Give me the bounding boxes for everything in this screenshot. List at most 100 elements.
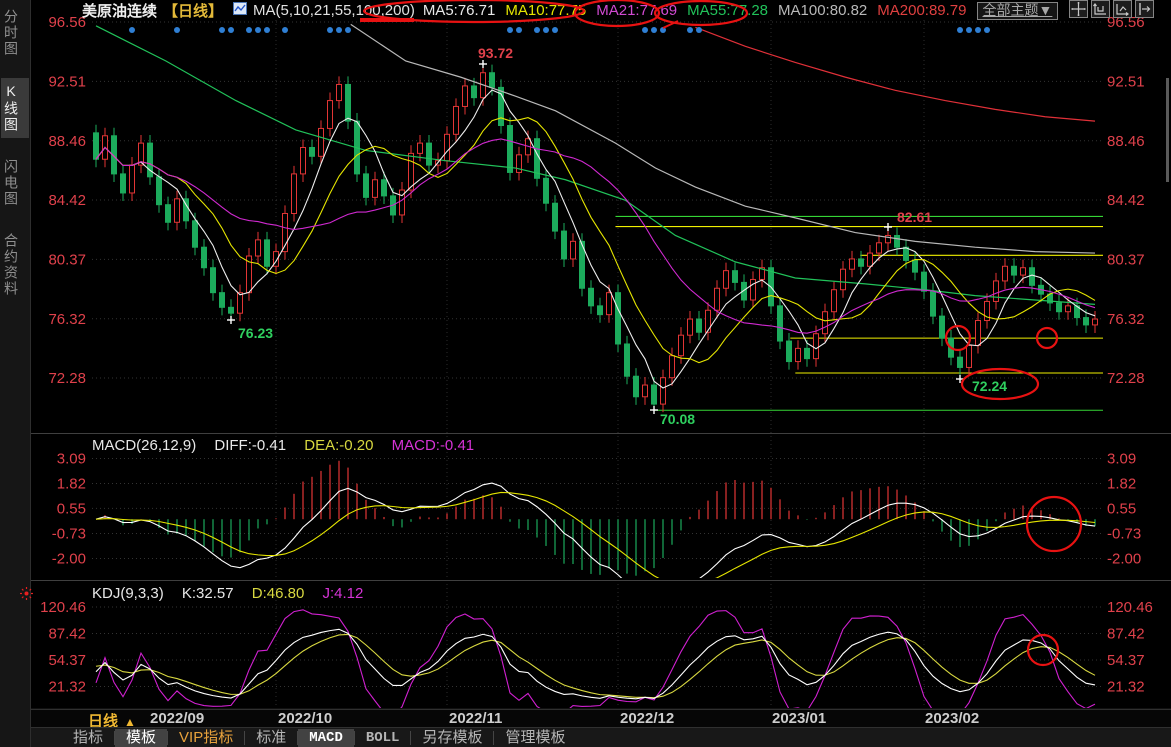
right-scrollbar[interactable] — [1166, 78, 1169, 182]
signal-dot — [282, 27, 288, 33]
sidebar-tab-kline-chart[interactable]: K线图 — [1, 78, 29, 138]
move-tool-icon[interactable] — [1069, 0, 1089, 18]
chart-header: 美原油连续 【日线】 MA(5,10,21,55,100,200) MA5:76… — [30, 0, 1171, 21]
kdj-indicator-title: KDJ(9,3,3) K:32.57 D:46.80 J:4.12 — [92, 585, 377, 602]
kdj-axis-label-left: 21.32 — [48, 679, 86, 696]
toolbar-item-save-template[interactable]: 另存模板 — [422, 729, 483, 746]
toolbar-separator — [297, 731, 299, 745]
sidebar-tab-contract-info[interactable]: 合约资料 — [3, 233, 19, 297]
k-line — [95, 628, 1096, 700]
toolbar-item-indicator[interactable]: 指标 — [73, 729, 104, 746]
toolbar-item-template[interactable]: 模板 — [115, 729, 168, 747]
macd-value: MACD:-0.41 — [391, 437, 475, 454]
price-axis-label-right: 72.28 — [1107, 370, 1145, 387]
toolbar-separator — [353, 731, 355, 745]
kdj-title: KDJ(9,3,3) — [92, 585, 164, 602]
zoom-y-axis-icon[interactable] — [1091, 0, 1111, 18]
signal-dot — [642, 27, 648, 33]
period-label: 日线 — [88, 713, 119, 730]
signal-dot — [696, 27, 702, 33]
kline-style-icon[interactable] — [233, 2, 248, 19]
signal-dot — [651, 27, 657, 33]
signal-dot — [129, 27, 135, 33]
signal-dot — [345, 27, 351, 33]
macd-axis-label-left: -0.73 — [52, 526, 86, 543]
time-axis-label: 2023/01 — [772, 710, 827, 727]
signal-dot — [246, 27, 252, 33]
price-axis-label-right: 88.46 — [1107, 133, 1145, 150]
price-axis-label-right: 80.37 — [1107, 251, 1145, 268]
signal-dot — [543, 27, 549, 33]
signal-dot — [660, 27, 666, 33]
price-axis-label-right: 84.42 — [1107, 192, 1145, 209]
theme-selector-button[interactable]: 全部主题▼ — [976, 1, 1059, 20]
kdj-axis-label-left: 54.37 — [48, 652, 86, 669]
signal-dot — [975, 27, 981, 33]
macd-axis-label-right: 3.09 — [1107, 451, 1136, 468]
chart-type-sidebar: 分时图 K线图闪电图合约资料 — [0, 0, 31, 747]
zoom-x-axis-icon[interactable] — [1113, 0, 1133, 18]
toolbar-separator — [167, 731, 169, 745]
kdj-k-value: K:32.57 — [181, 585, 234, 602]
kdj-j-value: J:4.12 — [322, 585, 364, 602]
ma5-line — [95, 89, 1096, 389]
macd-axis-label-right: -2.00 — [1107, 550, 1141, 567]
ma-values: MA5:76.71 MA10:77.75 MA21:77.69 MA55:77.28 M… — [423, 2, 977, 19]
ma-value-ma10: MA10:77.75 — [505, 2, 587, 19]
signal-dot — [219, 27, 225, 33]
shift-right-icon[interactable] — [1135, 0, 1155, 18]
toolbar-separator — [244, 731, 246, 745]
toolbar-item-macd[interactable]: MACD — [298, 729, 354, 747]
kdj-d-value: D:46.80 — [251, 585, 305, 602]
period-selector[interactable]: 日线 ▲ — [88, 710, 136, 731]
signal-dot — [957, 27, 963, 33]
toolbar-item-vip-indicator[interactable]: VIP指标 — [179, 729, 234, 746]
instrument-title: 美原油连续 — [82, 3, 158, 20]
signal-dot — [966, 27, 972, 33]
toolbar-item-standard[interactable]: 标准 — [256, 729, 287, 746]
toolbar-item-manage-template[interactable]: 管理模板 — [505, 729, 566, 746]
indicator-settings-icon[interactable] — [19, 586, 34, 606]
toolbar-item-boll[interactable]: BOLL — [365, 730, 400, 746]
ma-value-ma200: MA200:89.79 — [877, 2, 967, 19]
kdj-axis-label-right: 21.32 — [1107, 679, 1145, 696]
diff-line — [95, 482, 1096, 578]
ma-params-label: MA(5,10,21,55,100,200) — [253, 2, 415, 19]
signal-dot — [327, 27, 333, 33]
macd-axis-label-left: 3.09 — [57, 451, 86, 468]
price-axis-label-left: 80.37 — [48, 251, 86, 268]
signal-dot — [534, 27, 540, 33]
price-axis-label-left: 72.28 — [48, 370, 86, 387]
time-axis-label: 2023/02 — [925, 710, 980, 727]
signal-dot — [255, 27, 261, 33]
time-axis-label: 2022/09 — [150, 710, 205, 727]
signal-dot — [336, 27, 342, 33]
macd-axis-label-left: 0.55 — [57, 500, 86, 517]
time-axis-label: 2022/11 — [449, 710, 503, 727]
ma200-line — [695, 26, 1096, 122]
macd-dea-value: DEA:-0.20 — [304, 437, 374, 454]
signal-dot — [687, 27, 693, 33]
toolbar-separator — [410, 731, 412, 745]
j-line — [95, 609, 1096, 708]
signal-dot — [516, 27, 522, 33]
signal-dot — [507, 27, 513, 33]
sidebar-tab-flash-chart[interactable]: 闪电图 — [3, 159, 19, 207]
sidebar-tab-time-chart[interactable]: 分时图 — [3, 9, 19, 57]
extreme-price-label: 82.61 — [897, 209, 932, 225]
signal-dot — [228, 27, 234, 33]
macd-axis-label-right: 0.55 — [1107, 500, 1136, 517]
toolbar-separator — [114, 731, 116, 745]
price-axis-label-left: 96.56 — [48, 14, 86, 31]
ma-value-ma55: MA55:77.28 — [687, 2, 769, 19]
macd-histogram — [104, 460, 1096, 576]
extreme-price-label: 93.72 — [478, 45, 513, 61]
macd-axis-label-right: -0.73 — [1107, 526, 1141, 543]
kdj-axis-label-right: 87.42 — [1107, 625, 1145, 642]
ma-value-ma5: MA5:76.71 — [422, 2, 496, 19]
kdj-axis-label-right: 54.37 — [1107, 652, 1145, 669]
extreme-price-label: 76.23 — [238, 325, 273, 341]
ma-value-ma100: MA100:80.82 — [778, 2, 868, 19]
